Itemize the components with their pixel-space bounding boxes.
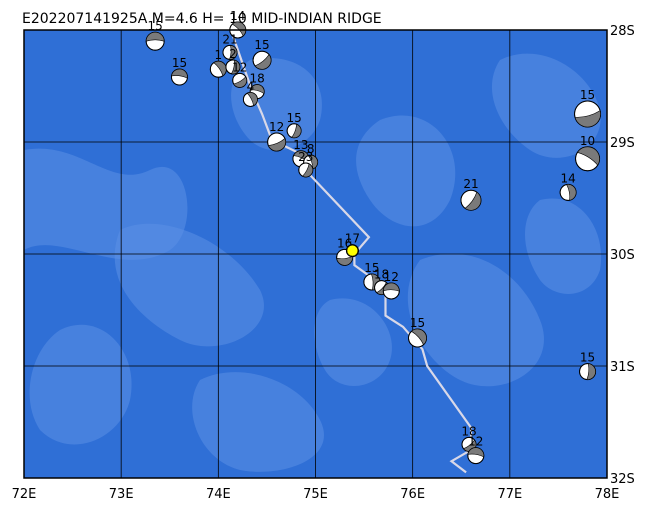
- event-depth-label: 15: [410, 316, 425, 330]
- focal-mechanism[interactable]: 18: [250, 72, 265, 100]
- event-depth-label: 12: [468, 435, 483, 449]
- event-depth-label: 15: [286, 111, 301, 125]
- lon-tick-label: 77E: [497, 487, 522, 502]
- lat-tick-label: 30S: [610, 248, 635, 263]
- event-depth-label: 15: [364, 261, 379, 275]
- lon-tick-label: 76E: [400, 487, 425, 502]
- lat-tick-label: 32S: [610, 472, 635, 487]
- longitude-labels: 72E 73E 74E 75E 76E 77E 78E: [12, 487, 620, 502]
- event-depth-label: 18: [461, 424, 476, 438]
- focal-mechanism[interactable]: 15: [145, 19, 165, 51]
- focal-mechanism[interactable]: 15: [408, 316, 428, 348]
- event-depth-label: 4: [247, 79, 255, 93]
- focal-mechanism[interactable]: 14: [559, 171, 577, 201]
- seafloor-patch: [356, 115, 456, 227]
- event-depth-label: 15: [172, 56, 187, 70]
- focal-mechanism[interactable]: 12: [467, 435, 485, 465]
- event-depth-label: 12: [384, 270, 399, 284]
- current-event-marker: [346, 244, 359, 257]
- event-depth-label: 18: [250, 72, 265, 86]
- event-depth-label: 15: [580, 351, 595, 365]
- focal-mechanism[interactable]: 21: [222, 32, 238, 60]
- focal-mechanism[interactable]: 18: [374, 268, 389, 296]
- lon-tick-label: 73E: [109, 487, 134, 502]
- lon-tick-label: 78E: [595, 487, 620, 502]
- focal-mechanism[interactable]: 4: [242, 79, 258, 107]
- lon-tick-label: 74E: [206, 487, 231, 502]
- event-depth-label: 21: [222, 32, 237, 46]
- event-depth-label: 15: [254, 38, 269, 52]
- event-depth-label: 14: [560, 171, 575, 185]
- event-depth-label: 15: [580, 88, 595, 102]
- seafloor-patch: [314, 298, 392, 387]
- lat-tick-label: 29S: [610, 136, 635, 151]
- lon-tick-label: 72E: [12, 487, 37, 502]
- event-depth-label: 14: [230, 9, 245, 23]
- focal-mechanism[interactable]: 15: [170, 56, 188, 86]
- event-depth-label: 8: [307, 142, 315, 156]
- event-depth-label: 13: [293, 138, 308, 152]
- lat-tick-label: 31S: [610, 360, 635, 375]
- lat-tick-label: 28S: [610, 24, 635, 39]
- focal-mechanism[interactable]: 17: [345, 232, 360, 258]
- event-depth-label: 21: [463, 177, 478, 191]
- focal-mechanism[interactable]: 15: [363, 261, 381, 291]
- event-depth-label: 17: [345, 232, 360, 246]
- focal-mechanism[interactable]: 2: [225, 47, 241, 75]
- focal-mechanism[interactable]: 21: [460, 177, 482, 211]
- event-depth-label: 2: [229, 47, 237, 61]
- map-frame: [23, 29, 608, 479]
- latitude-labels: 28S 29S 30S 31S 32S: [610, 24, 635, 487]
- event-depth-label: 12: [232, 60, 247, 74]
- focal-mechanism[interactable]: 15: [286, 111, 302, 139]
- event-depth-label: 1: [215, 48, 223, 62]
- focal-mechanism[interactable]: 15: [579, 351, 597, 381]
- event-depth-label: 18: [374, 268, 389, 282]
- focal-mechanism[interactable]: 10: [575, 134, 601, 172]
- ridge-axis-line: [231, 35, 473, 474]
- event-depth-label: 23: [298, 150, 313, 164]
- focal-mechanism[interactable]: 12: [382, 270, 400, 300]
- focal-mechanism[interactable]: 12: [232, 60, 247, 88]
- focal-mechanism[interactable]: 1: [209, 48, 227, 78]
- event-depth-label: 12: [269, 120, 284, 134]
- focal-mechanism[interactable]: 15: [252, 38, 272, 70]
- focal-mechanism[interactable]: 23: [298, 150, 313, 178]
- event-depth-label: 10: [580, 134, 595, 148]
- seafloor-patch: [525, 198, 602, 294]
- map-title: E202207141925A M=4.6 H= 10 MID-INDIAN RI…: [22, 11, 382, 27]
- focal-mechanism[interactable]: 18: [461, 424, 477, 452]
- lon-tick-label: 75E: [303, 487, 328, 502]
- focal-mechanism[interactable]: 15: [574, 88, 602, 128]
- event-depth-label: 15: [148, 19, 163, 33]
- focal-mechanism[interactable]: 12: [267, 120, 287, 152]
- focal-mechanism[interactable]: 16: [336, 236, 354, 266]
- seafloor-patch: [192, 372, 324, 472]
- seafloor-patch: [29, 324, 132, 445]
- seafloor-patch: [491, 53, 601, 158]
